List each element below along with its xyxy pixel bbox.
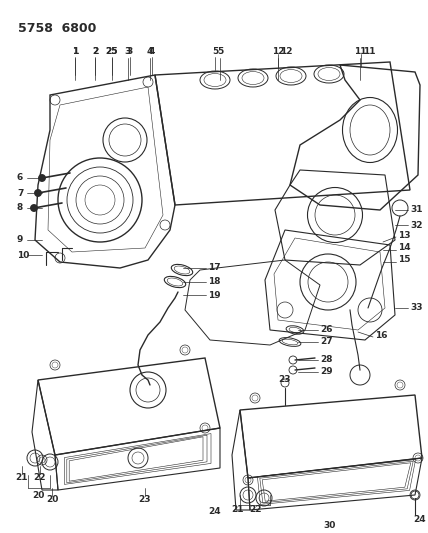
Text: 10: 10 [17, 251, 30, 260]
Text: 26: 26 [320, 326, 333, 335]
Text: 2: 2 [92, 47, 98, 56]
Text: 32: 32 [410, 221, 422, 230]
Text: 3: 3 [125, 47, 131, 56]
Text: 2: 2 [92, 47, 98, 56]
Text: 5: 5 [212, 47, 218, 56]
Text: 21: 21 [232, 505, 244, 514]
Text: 22: 22 [34, 473, 46, 482]
Circle shape [39, 174, 45, 182]
Text: 29: 29 [320, 367, 333, 376]
Text: 22: 22 [250, 505, 262, 514]
Text: 20: 20 [46, 496, 58, 505]
Text: 9: 9 [17, 236, 24, 245]
Text: 33: 33 [410, 303, 422, 312]
Text: 25: 25 [106, 47, 118, 56]
Text: 24: 24 [414, 515, 426, 524]
Text: 25: 25 [106, 47, 118, 56]
Text: 27: 27 [320, 337, 333, 346]
Text: 14: 14 [398, 244, 410, 253]
Text: 7: 7 [17, 189, 24, 198]
Text: 6: 6 [17, 174, 23, 182]
Text: 13: 13 [398, 230, 410, 239]
Text: 31: 31 [410, 206, 422, 214]
Text: 5: 5 [217, 47, 223, 56]
Text: 3: 3 [127, 47, 133, 56]
Text: 15: 15 [398, 255, 410, 264]
Text: 30: 30 [324, 521, 336, 529]
Text: 19: 19 [208, 290, 220, 300]
Text: 1: 1 [72, 47, 78, 56]
Text: 21: 21 [16, 473, 28, 482]
Text: 11: 11 [363, 47, 375, 56]
Text: 12: 12 [272, 47, 284, 56]
Text: 16: 16 [375, 330, 387, 340]
Text: 28: 28 [320, 356, 333, 365]
Text: 20: 20 [32, 491, 44, 500]
Circle shape [35, 190, 42, 197]
Text: 8: 8 [17, 204, 23, 213]
Text: 5758  6800: 5758 6800 [18, 21, 96, 35]
Text: 4: 4 [147, 47, 153, 56]
Text: 23: 23 [279, 376, 291, 384]
Text: 23: 23 [139, 496, 151, 505]
Circle shape [30, 205, 38, 212]
Text: 17: 17 [208, 263, 220, 272]
Text: 4: 4 [149, 47, 155, 56]
Text: 11: 11 [354, 47, 366, 56]
Text: 18: 18 [208, 278, 220, 287]
Text: 12: 12 [280, 47, 292, 56]
Text: 24: 24 [209, 507, 221, 516]
Text: 1: 1 [72, 47, 78, 56]
